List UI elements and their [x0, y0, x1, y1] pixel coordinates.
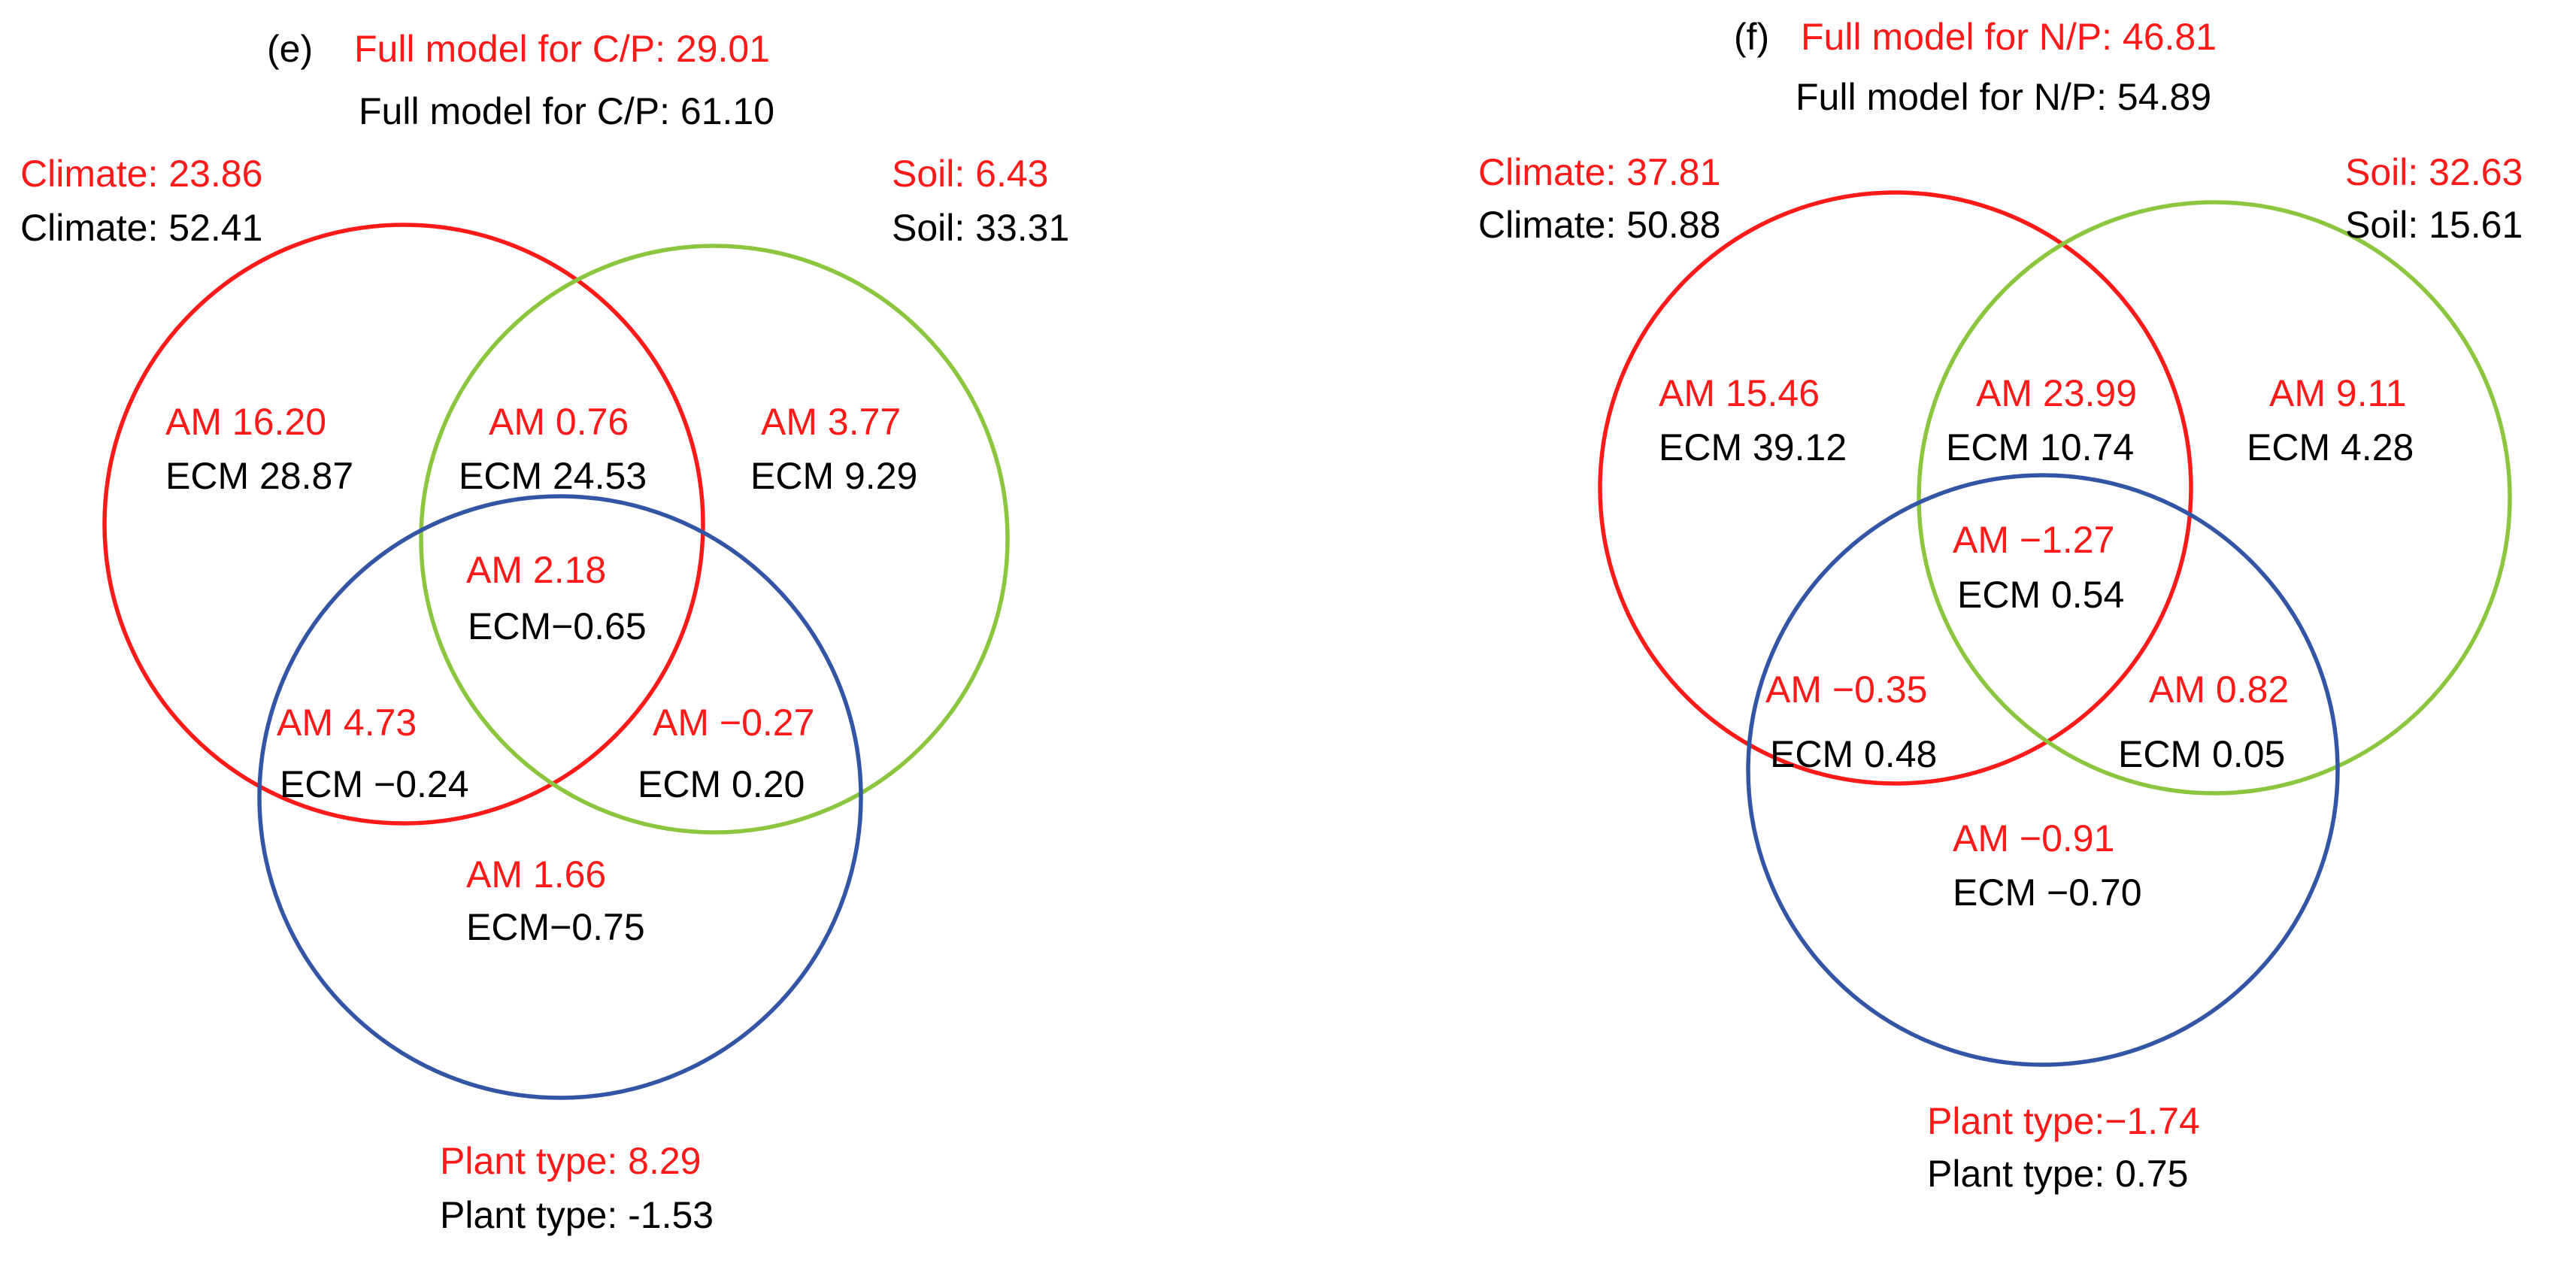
soil-am-label-e: Soil: 6.43 — [892, 153, 1048, 195]
panel-letter-e: (e) — [267, 28, 313, 70]
region-soil-only-am-f: AM 9.11 — [2269, 372, 2407, 414]
region-climate-only-am-e: AM 16.20 — [165, 401, 326, 443]
panel-letter-f: (f) — [1734, 16, 1769, 58]
circle-plant-f — [1746, 473, 2340, 1067]
circle-climate-e — [102, 223, 705, 826]
soil-am-label-f: Soil: 32.63 — [2345, 151, 2523, 193]
region-all-three-am-f: AM −1.27 — [1953, 519, 2114, 561]
plant-am-label-f: Plant type:−1.74 — [1927, 1100, 2200, 1142]
region-soil-only-am-e: AM 3.77 — [761, 401, 901, 443]
region-climate-only-ecm-e: ECM 28.87 — [165, 455, 353, 497]
plant-ecm-label-e: Plant type: -1.53 — [440, 1194, 714, 1236]
region-all-three-am-e: AM 2.18 — [466, 549, 606, 591]
region-all-three-ecm-e: ECM−0.65 — [468, 605, 647, 647]
full-model-am-f: Full model for N/P: 46.81 — [1801, 16, 2217, 58]
circle-climate-f — [1598, 190, 2193, 786]
climate-am-label-e: Climate: 23.86 — [20, 153, 262, 195]
region-climate-only-ecm-f: ECM 39.12 — [1659, 426, 1847, 468]
region-soil-only-ecm-e: ECM 9.29 — [750, 455, 917, 497]
climate-ecm-label-f: Climate: 50.88 — [1478, 204, 1720, 246]
full-model-am-e: Full model for C/P: 29.01 — [354, 28, 770, 70]
region-plant-only-ecm-f: ECM −0.70 — [1953, 871, 2142, 914]
region-plant-only-am-f: AM −0.91 — [1953, 817, 2114, 859]
circle-soil-f — [1917, 200, 2512, 796]
region-climate-plant-am-f: AM −0.35 — [1765, 668, 1927, 711]
climate-am-label-f: Climate: 37.81 — [1478, 151, 1720, 193]
plant-am-label-e: Plant type: 8.29 — [440, 1140, 701, 1182]
region-climate-soil-ecm-e: ECM 24.53 — [459, 455, 647, 497]
region-plant-only-ecm-e: ECM−0.75 — [466, 906, 645, 948]
region-soil-only-ecm-f: ECM 4.28 — [2247, 426, 2414, 468]
region-soil-plant-ecm-e: ECM 0.20 — [638, 763, 805, 805]
circle-soil-e — [419, 244, 1010, 835]
region-climate-plant-ecm-e: ECM −0.24 — [280, 763, 469, 805]
region-soil-plant-am-e: AM −0.27 — [653, 702, 814, 744]
region-climate-soil-am-e: AM 0.76 — [489, 401, 629, 443]
soil-ecm-label-e: Soil: 33.31 — [892, 207, 1069, 249]
region-climate-plant-ecm-f: ECM 0.48 — [1770, 733, 1937, 775]
region-all-three-ecm-f: ECM 0.54 — [1957, 574, 2124, 616]
climate-ecm-label-e: Climate: 52.41 — [20, 207, 262, 249]
full-model-ecm-f: Full model for N/P: 54.89 — [1796, 76, 2211, 118]
plant-ecm-label-f: Plant type: 0.75 — [1927, 1153, 2188, 1195]
region-plant-only-am-e: AM 1.66 — [466, 853, 606, 896]
region-climate-only-am-f: AM 15.46 — [1659, 372, 1820, 414]
region-climate-soil-ecm-f: ECM 10.74 — [1946, 426, 2134, 468]
soil-ecm-label-f: Soil: 15.61 — [2345, 204, 2523, 246]
region-soil-plant-am-f: AM 0.82 — [2149, 668, 2289, 711]
circle-plant-e — [257, 494, 863, 1100]
region-climate-soil-am-f: AM 23.99 — [1976, 372, 2137, 414]
region-soil-plant-ecm-f: ECM 0.05 — [2118, 733, 2285, 775]
panel-e: (e) Full model for C/P: 29.01 Full model… — [20, 28, 1069, 1236]
full-model-ecm-e: Full model for C/P: 61.10 — [359, 90, 774, 132]
panel-f: (f) Full model for N/P: 46.81 Full model… — [1478, 16, 2523, 1195]
region-climate-plant-am-e: AM 4.73 — [277, 702, 417, 744]
